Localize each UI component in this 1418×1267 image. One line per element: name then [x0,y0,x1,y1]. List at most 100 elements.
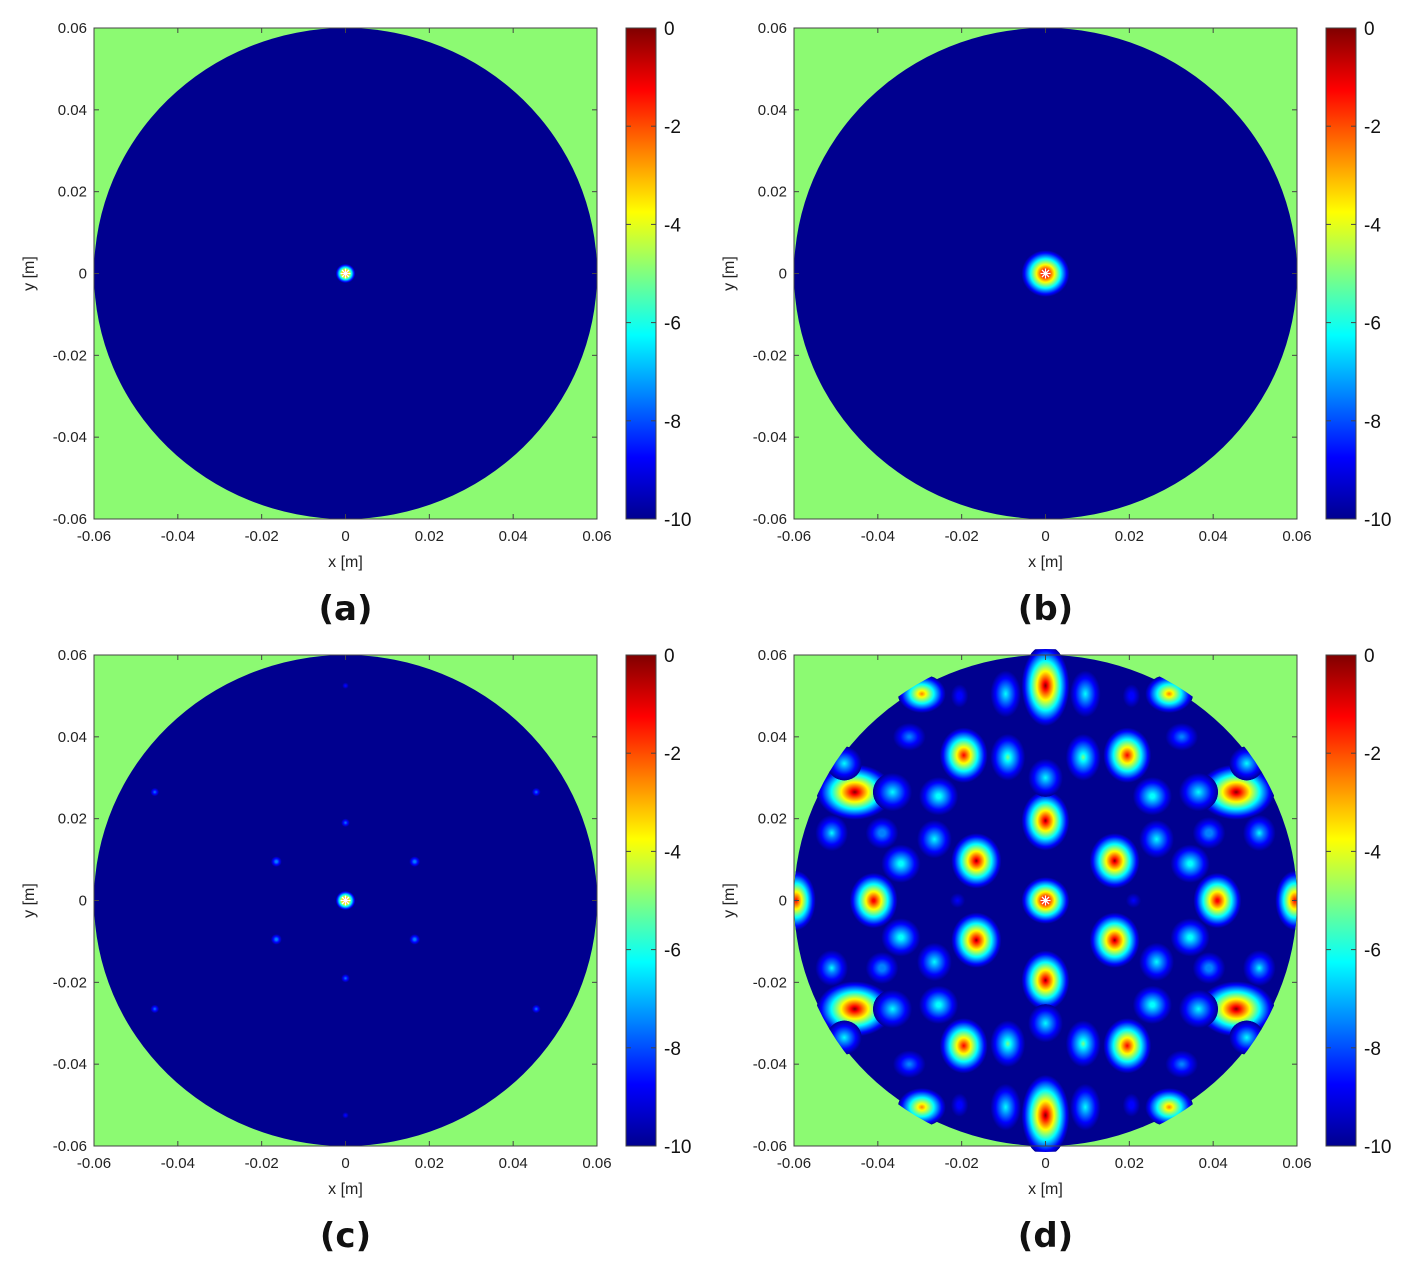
colorbar [1325,27,1357,520]
intensity-spot [1132,777,1173,816]
y-tick-label: -0.06 [53,511,87,528]
y-tick-label: -0.02 [753,974,787,991]
y-tick-label: 0.06 [58,647,87,664]
x-tick-label: -0.02 [245,1155,279,1172]
x-tick-label: -0.06 [77,528,111,545]
intensity-spot [1242,814,1276,852]
colorbar-tick-label: -4 [664,842,681,863]
y-tick-label: 0.04 [758,102,787,119]
center-marker [340,895,351,906]
y-tick-label: 0.04 [758,729,787,746]
intensity-spot [270,856,282,867]
intensity-spot [1165,723,1199,751]
intensity-spot [341,818,350,828]
colorbar-tick-label: -8 [1364,1039,1381,1060]
intensity-spot [341,973,350,983]
colorbar-tick-label: -6 [1364,941,1381,962]
intensity-spot [1192,952,1226,984]
intensity-spot [815,949,849,987]
x-tick-label: -0.04 [861,528,895,545]
intensity-spot [270,934,282,945]
intensity-spot [1065,1020,1101,1068]
x-axis-label: x [m] [1028,1181,1063,1198]
intensity-spot [1122,1093,1141,1117]
intensity-spot [1089,833,1140,889]
colorbar-tick-label: -2 [664,117,681,138]
intensity-spot [1028,1004,1063,1043]
y-tick-label: -0.06 [53,1138,87,1155]
x-tick-label: 0 [1041,1155,1049,1172]
colorbar-tick-label: -2 [1364,117,1381,138]
x-tick-label: 0.04 [499,528,528,545]
colorbar [625,654,657,1147]
x-axis-label: x [m] [1028,554,1063,571]
colorbar-tick-label: 0 [664,646,675,667]
intensity-spot [1122,684,1141,708]
y-tick-label: 0.02 [58,811,87,828]
intensity-spot [1021,950,1070,1011]
intensity-spot [849,872,898,929]
y-tick-label: -0.04 [53,429,87,446]
intensity-spot [1065,733,1101,781]
x-tick-label: 0 [1041,528,1049,545]
intensity-spot [950,684,969,708]
intensity-spot [1170,844,1210,883]
intensity-spot [1103,1018,1152,1074]
x-tick-label: 0.04 [1199,1155,1228,1172]
center-marker [1040,895,1051,906]
intensity-spot [1165,1050,1199,1078]
colorbar-tick-label: -10 [1364,510,1391,531]
x-tick-label: 0 [341,1155,349,1172]
intensity-spot [916,942,952,982]
intensity-spot [939,1018,988,1074]
intensity-spot [1198,764,1275,820]
y-tick-label: 0 [779,893,787,910]
colorbar [1325,654,1357,1147]
y-axis-label: y [m] [21,256,38,291]
colorbar-tick-label: -10 [1364,1137,1391,1158]
intensity-spot [1028,758,1063,797]
intensity-spot [892,723,926,751]
intensity-spot [409,856,421,867]
intensity-spot [1170,918,1210,957]
y-tick-label: 0.06 [758,20,787,37]
colorbar-tick-label: -10 [664,1137,691,1158]
center-marker [1040,268,1051,279]
y-tick-label: -0.02 [53,974,87,991]
colorbar-tick-label: -4 [1364,215,1381,236]
intensity-spot [872,772,913,812]
center-marker [340,268,351,279]
panel-caption-a: (a) [318,589,372,629]
y-axis-label: y [m] [721,883,738,918]
intensity-spot [1132,985,1173,1024]
intensity-spot [990,670,1021,718]
colorbar-tick-label: 0 [1364,646,1375,667]
intensity-spot [1178,989,1219,1029]
colorbar-tick-label: -8 [664,1039,681,1060]
panel-d: -0.06 -0.04 -0.02 0 0.02 0.04 0.06 0.06 0.04 0.02… [721,646,1391,1256]
x-tick-label: -0.06 [777,1155,811,1172]
panel-caption-c: (c) [320,1216,371,1256]
colorbar-tick-label: -6 [664,314,681,335]
y-tick-label: -0.04 [53,1056,87,1073]
intensity-spot [1021,649,1070,727]
colorbar-tick-label: -4 [664,215,681,236]
intensity-spot [990,1083,1021,1131]
intensity-spot [990,733,1026,781]
colorbar-tick-label: -8 [1364,412,1381,433]
colorbar-tick-label: -6 [664,941,681,962]
x-tick-label: 0.06 [582,528,611,545]
y-tick-label: 0 [79,893,87,910]
intensity-spot [950,1093,969,1117]
intensity-spot [1021,790,1070,851]
intensity-spot [918,985,959,1024]
intensity-spot [1192,817,1226,849]
colorbar-tick-label: -10 [664,510,691,531]
x-tick-label: 0.04 [1199,528,1228,545]
y-tick-label: 0.04 [58,729,87,746]
intensity-spot [892,1050,926,1078]
x-tick-label: 0.06 [1282,1155,1311,1172]
colorbar-tick-label: -8 [664,412,681,433]
intensity-spot [951,833,1002,889]
